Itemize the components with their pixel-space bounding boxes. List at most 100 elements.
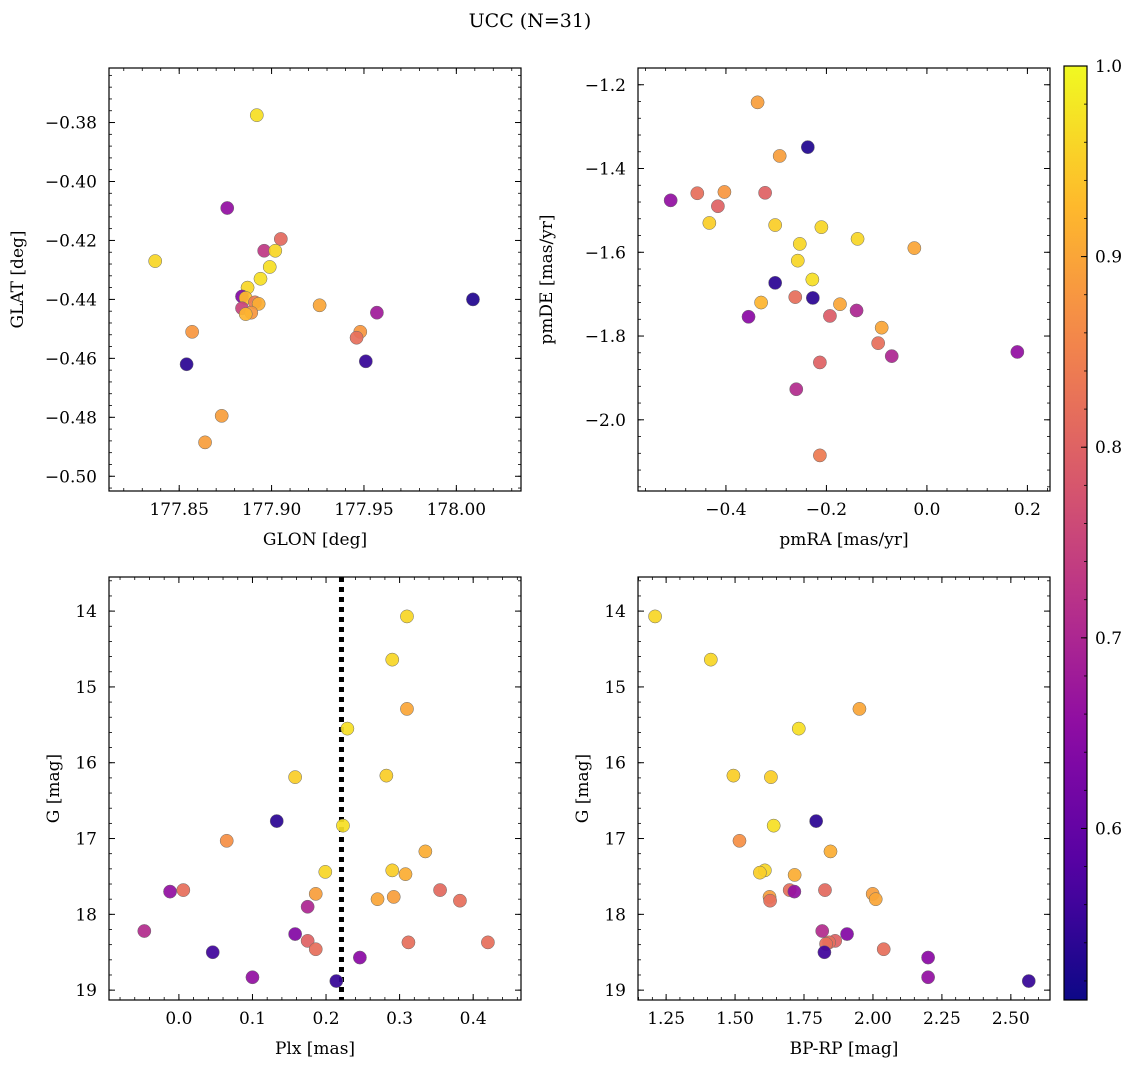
figure-title: UCC (N=31) bbox=[469, 10, 592, 32]
data-point bbox=[772, 149, 787, 163]
scatter-panels: 177.85 177.90 177.95 178.00 −0.38 −0.40 −0.42 −… bbox=[8, 67, 1051, 1059]
y-tick-label: −0.50 bbox=[45, 467, 97, 487]
data-point bbox=[251, 296, 266, 311]
data-point bbox=[805, 291, 820, 305]
y-axis-label: G [mag] bbox=[573, 754, 593, 823]
data-point bbox=[702, 216, 717, 230]
data-point bbox=[253, 271, 268, 286]
data-point bbox=[300, 899, 315, 914]
data-point bbox=[385, 652, 400, 667]
y-tick-label: −1.4 bbox=[585, 160, 626, 180]
data-point bbox=[711, 199, 725, 214]
data-point bbox=[876, 942, 891, 957]
data-point bbox=[907, 241, 922, 255]
data-point bbox=[466, 292, 480, 307]
y-tick-label: −2.0 bbox=[585, 411, 626, 431]
data-point bbox=[753, 865, 767, 880]
data-point bbox=[163, 884, 177, 899]
data-point bbox=[763, 893, 777, 908]
data-point bbox=[288, 770, 302, 784]
y-tick-label: 14 bbox=[604, 602, 626, 622]
data-point bbox=[768, 218, 783, 232]
x-tick-label: 177.95 bbox=[334, 500, 393, 520]
data-point bbox=[849, 303, 864, 318]
data-point bbox=[813, 448, 827, 463]
x-axis-label: pmRA [mas/yr] bbox=[779, 530, 908, 550]
data-point bbox=[312, 298, 327, 313]
data-point bbox=[790, 253, 805, 268]
data-point bbox=[386, 890, 401, 904]
data-point bbox=[921, 950, 935, 965]
data-point bbox=[787, 884, 802, 899]
data-point bbox=[349, 330, 364, 345]
x-tick-label: −0.4 bbox=[705, 500, 746, 520]
data-point bbox=[300, 934, 315, 948]
y-tick-label: 19 bbox=[75, 981, 97, 1001]
data-point bbox=[308, 942, 323, 957]
data-point bbox=[764, 770, 778, 784]
data-point bbox=[663, 193, 678, 208]
y-tick-label: −1.2 bbox=[585, 76, 626, 96]
data-point bbox=[818, 883, 832, 897]
y-tick-label: 15 bbox=[604, 678, 626, 698]
data-point bbox=[852, 702, 867, 716]
x-tick-label: 0.4 bbox=[460, 1009, 487, 1029]
proper-motion-frame bbox=[637, 67, 1051, 492]
data-point bbox=[268, 243, 283, 258]
data-point bbox=[690, 186, 705, 201]
spatial-frame bbox=[108, 67, 522, 492]
data-point bbox=[754, 295, 768, 310]
colorbar-tick-label: 0.8 bbox=[1095, 438, 1122, 458]
data-point bbox=[791, 721, 806, 736]
y-tick-label: 16 bbox=[604, 754, 626, 774]
data-point bbox=[418, 844, 433, 859]
data-point bbox=[318, 865, 333, 879]
y-tick-label: −0.40 bbox=[45, 172, 97, 192]
data-point bbox=[758, 185, 772, 200]
data-point bbox=[817, 945, 832, 960]
colorbar-tick-label: 0.9 bbox=[1095, 248, 1122, 268]
data-point bbox=[379, 768, 394, 783]
y-tick-label: −0.46 bbox=[45, 349, 97, 369]
x-tick-label: 0.0 bbox=[165, 1009, 192, 1029]
spatial-points bbox=[148, 108, 480, 450]
data-point bbox=[800, 140, 815, 155]
data-point bbox=[400, 702, 414, 716]
data-point bbox=[1021, 974, 1036, 988]
data-point bbox=[288, 927, 302, 941]
data-point bbox=[815, 924, 830, 938]
data-point bbox=[809, 814, 823, 828]
data-point bbox=[741, 309, 756, 324]
y-tick-label: 15 bbox=[75, 678, 97, 698]
data-point bbox=[401, 935, 416, 950]
plx-magnitude-frame bbox=[108, 576, 522, 1001]
data-point bbox=[453, 893, 467, 908]
data-point bbox=[732, 833, 747, 848]
x-tick-label: 0.2 bbox=[1014, 500, 1041, 520]
data-point bbox=[433, 883, 447, 897]
data-point bbox=[884, 349, 899, 363]
x-tick-label: 1.25 bbox=[647, 1009, 685, 1029]
data-point bbox=[185, 324, 199, 339]
data-point bbox=[788, 290, 803, 304]
data-point bbox=[750, 95, 765, 110]
y-tick-label: −1.8 bbox=[585, 327, 626, 347]
x-tick-label: 0.1 bbox=[239, 1009, 266, 1029]
proper-motion-panel: −0.4 −0.2 0.0 0.2 −1.2 −1.4 −1.6 −1.8 −2.0 pmRA [… bbox=[537, 67, 1051, 550]
data-point bbox=[792, 237, 807, 251]
data-point bbox=[385, 863, 400, 878]
data-point bbox=[219, 833, 234, 848]
colorbar-gradient bbox=[1063, 65, 1088, 1001]
data-point bbox=[273, 232, 288, 246]
data-point bbox=[220, 201, 235, 215]
x-axis-label: BP-RP [mag] bbox=[790, 1039, 899, 1059]
color-magnitude-frame bbox=[637, 576, 1051, 1001]
y-axis-label: GLAT [deg] bbox=[8, 230, 28, 328]
x-tick-label: 1.50 bbox=[716, 1009, 754, 1029]
x-tick-label: −0.2 bbox=[806, 500, 847, 520]
data-point bbox=[833, 297, 847, 312]
proper-motion-points bbox=[663, 95, 1025, 463]
data-point bbox=[726, 768, 741, 783]
data-point bbox=[179, 357, 194, 372]
